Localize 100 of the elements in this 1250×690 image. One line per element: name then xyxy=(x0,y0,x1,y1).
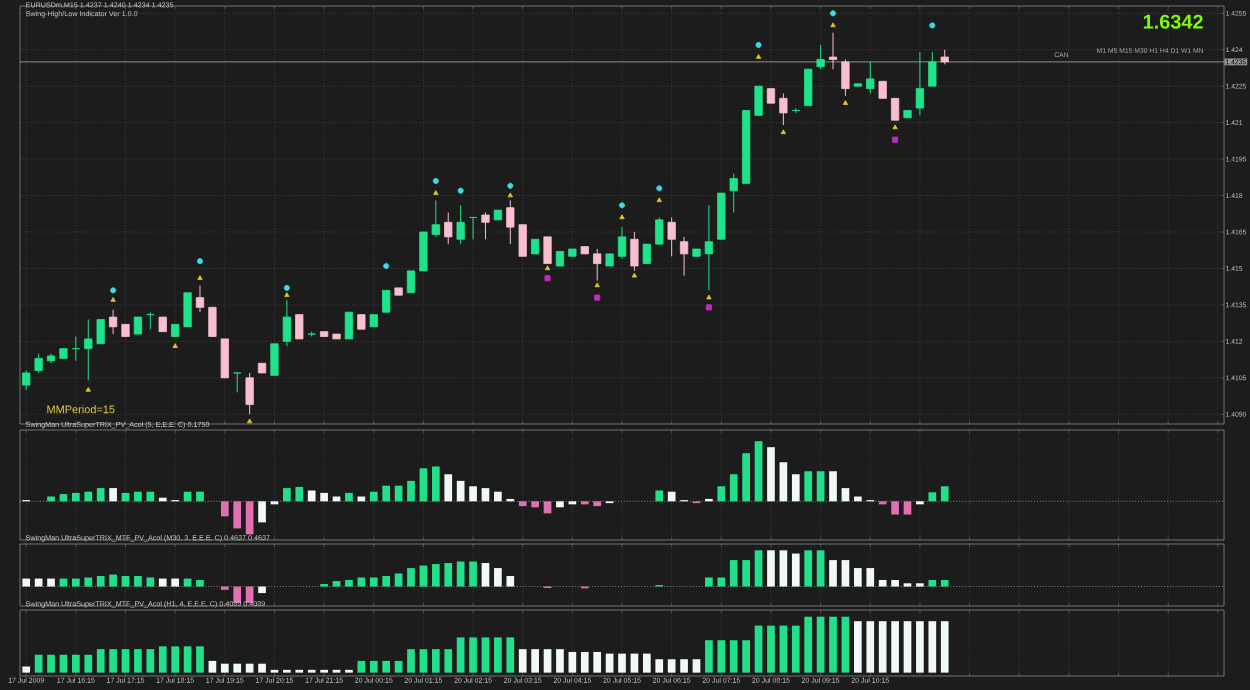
bar xyxy=(854,568,862,587)
bar xyxy=(407,649,415,673)
bar xyxy=(357,577,366,587)
bar xyxy=(96,576,105,587)
bar xyxy=(816,550,825,587)
bar xyxy=(605,653,614,673)
bar xyxy=(928,492,937,502)
candlestick xyxy=(406,270,416,294)
bar xyxy=(369,660,378,673)
candlestick xyxy=(779,92,788,126)
bar xyxy=(556,501,564,508)
bar xyxy=(717,640,726,673)
bar xyxy=(593,501,602,507)
bar xyxy=(543,649,552,673)
bar xyxy=(419,468,428,502)
candlestick xyxy=(804,68,813,107)
bar xyxy=(419,565,428,587)
bar xyxy=(59,654,68,673)
bar xyxy=(655,490,664,502)
bar xyxy=(593,651,602,673)
candlestick xyxy=(841,58,850,97)
annotation: 1.6342 xyxy=(1143,14,1203,29)
bar xyxy=(940,486,949,502)
bar xyxy=(829,471,837,502)
bar xyxy=(469,561,477,587)
bar xyxy=(655,659,664,673)
point xyxy=(892,136,899,143)
bar xyxy=(481,562,490,587)
bar xyxy=(729,640,738,673)
candlestick xyxy=(679,236,689,277)
bar xyxy=(22,666,31,673)
point xyxy=(110,287,117,294)
bar xyxy=(158,578,167,587)
point xyxy=(929,22,936,29)
bar xyxy=(158,646,167,673)
bar xyxy=(245,663,254,673)
bar xyxy=(543,501,552,514)
bar xyxy=(779,550,788,587)
bar xyxy=(729,474,738,502)
bar xyxy=(791,474,800,502)
bar xyxy=(878,580,887,587)
candlestick xyxy=(22,370,31,391)
bar xyxy=(642,653,651,673)
bar xyxy=(891,621,899,673)
candlestick xyxy=(195,284,205,313)
bar xyxy=(84,491,93,502)
bar xyxy=(357,660,366,673)
bar xyxy=(146,649,155,673)
candlestick xyxy=(481,212,490,240)
bar xyxy=(382,576,391,587)
bar xyxy=(283,488,291,502)
bar xyxy=(196,491,204,502)
candlestick xyxy=(717,192,726,240)
point xyxy=(705,304,712,311)
bar xyxy=(456,480,465,502)
candlestick xyxy=(208,306,217,338)
bar xyxy=(494,568,502,587)
bar xyxy=(431,649,440,673)
bar xyxy=(717,486,726,502)
bar xyxy=(208,660,217,673)
bar xyxy=(506,637,515,673)
bar xyxy=(791,553,800,587)
candlestick xyxy=(816,44,825,70)
bar xyxy=(233,586,242,603)
bar xyxy=(816,616,825,673)
bar xyxy=(804,550,813,587)
bar xyxy=(345,580,353,587)
candlestick xyxy=(866,61,875,94)
bar xyxy=(84,654,93,673)
point xyxy=(656,185,663,192)
bar xyxy=(431,564,440,587)
bar xyxy=(891,501,899,515)
candlestick xyxy=(828,32,838,70)
bar xyxy=(866,568,875,587)
bar xyxy=(444,649,453,673)
candlestick xyxy=(344,311,354,340)
bar xyxy=(494,491,502,502)
bar xyxy=(34,654,43,673)
bar xyxy=(804,616,813,673)
bar xyxy=(258,586,266,594)
bar xyxy=(469,637,477,673)
candlestick xyxy=(282,299,291,347)
bar xyxy=(841,560,850,587)
bar xyxy=(940,580,949,587)
bar xyxy=(96,488,105,502)
candlestick xyxy=(667,216,676,257)
bar xyxy=(767,625,775,673)
candlestick xyxy=(543,236,552,265)
candlestick xyxy=(444,212,453,245)
bar xyxy=(134,491,142,502)
bar xyxy=(556,649,564,673)
bar xyxy=(72,654,80,673)
point xyxy=(755,41,762,48)
bar xyxy=(258,663,266,673)
candlestick xyxy=(382,289,391,313)
bar xyxy=(705,640,713,673)
point xyxy=(383,263,390,270)
bar xyxy=(866,621,875,673)
point xyxy=(594,294,601,301)
bar xyxy=(518,501,527,507)
